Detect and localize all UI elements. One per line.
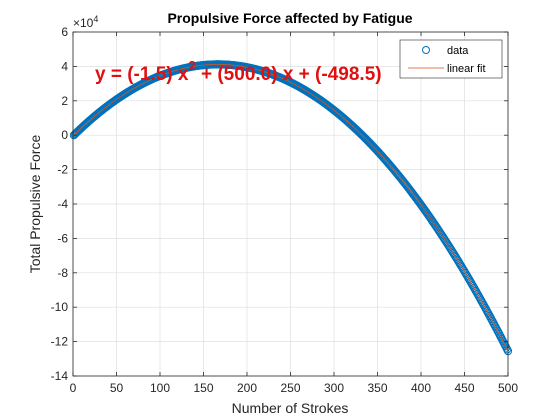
x-tick-label: 100 <box>150 381 170 395</box>
x-tick-label: 150 <box>193 381 213 395</box>
y-tick-label: -14 <box>51 369 69 383</box>
x-axis-ticks: 0 50 100 150 200 250 300 350 400 450 500 <box>70 32 518 395</box>
y-axis-label: Total Propulsive Force <box>27 135 43 274</box>
x-tick-label: 500 <box>498 381 518 395</box>
x-tick-label: 350 <box>367 381 387 395</box>
y-tick-label: -8 <box>57 266 68 280</box>
legend: data linear fit <box>399 39 503 79</box>
y-exponent-base: ×10 <box>73 16 94 30</box>
fit-series <box>73 63 508 350</box>
legend-data-label: data <box>447 45 469 57</box>
y-tick-label: 4 <box>61 59 68 73</box>
x-tick-label: 0 <box>70 381 77 395</box>
y-tick-label: 2 <box>61 94 68 108</box>
fit-line <box>73 63 508 350</box>
x-tick-label: 200 <box>237 381 257 395</box>
y-tick-label: -2 <box>57 163 68 177</box>
y-axis-ticks: 6 4 2 0 -2 -4 -6 -8 -10 -12 -14 <box>51 25 508 383</box>
x-tick-label: 250 <box>280 381 300 395</box>
y-tick-label: -4 <box>57 197 68 211</box>
equation-prefix: y = (-1.5) x <box>95 64 189 85</box>
equation-suffix: + (500.0) x + (-498.5) <box>196 64 382 85</box>
y-tick-label: -10 <box>51 300 69 314</box>
chart-title: Propulsive Force affected by Fatigue <box>167 10 412 26</box>
x-tick-label: 300 <box>324 381 344 395</box>
y-tick-label: 0 <box>61 128 68 142</box>
legend-box <box>399 39 503 79</box>
fit-equation-annotation: y = (-1.5) x2 + (500.0) x + (-498.5) <box>95 58 382 85</box>
legend-data-marker <box>422 46 430 54</box>
data-point <box>503 345 512 354</box>
data-series <box>69 60 513 356</box>
x-tick-label: 50 <box>110 381 124 395</box>
x-tick-label: 450 <box>454 381 474 395</box>
y-tick-label: -12 <box>51 335 69 349</box>
equation-exponent: 2 <box>188 58 195 73</box>
x-tick-label: 400 <box>411 381 431 395</box>
y-tick-label: 6 <box>61 25 68 39</box>
legend-fit-label: linear fit <box>447 63 486 75</box>
y-tick-label: -6 <box>57 231 68 245</box>
y-exponent-label: ×104 <box>73 14 98 30</box>
y-exponent-power: 4 <box>93 14 98 24</box>
x-axis-label: Number of Strokes <box>232 400 349 416</box>
